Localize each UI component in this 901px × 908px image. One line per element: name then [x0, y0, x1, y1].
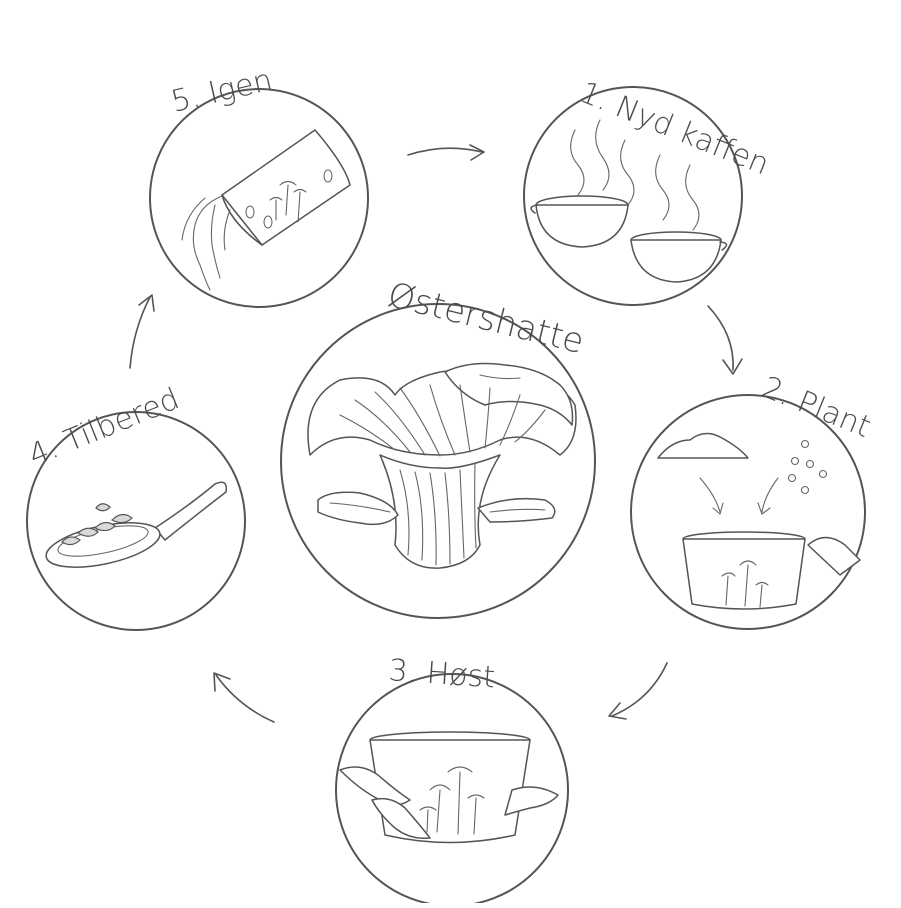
frying-pan-icon [45, 481, 228, 568]
oyster-mushroom-icon [307, 362, 577, 569]
planting-bucket-icon [657, 432, 861, 610]
arrow-3-to-4 [213, 672, 275, 723]
harvest-bucket-icon [339, 731, 559, 844]
coffee-cups-icon [530, 119, 728, 283]
step-3-label: 3. Høst [387, 653, 496, 695]
repeat-bucket-icon [181, 129, 351, 291]
arrow-2-to-3 [608, 662, 668, 720]
step-4-circle [26, 411, 246, 631]
arrow-5-to-1 [407, 144, 485, 161]
arrow-4-to-5 [129, 294, 155, 369]
arrow-1-to-2 [707, 305, 743, 375]
